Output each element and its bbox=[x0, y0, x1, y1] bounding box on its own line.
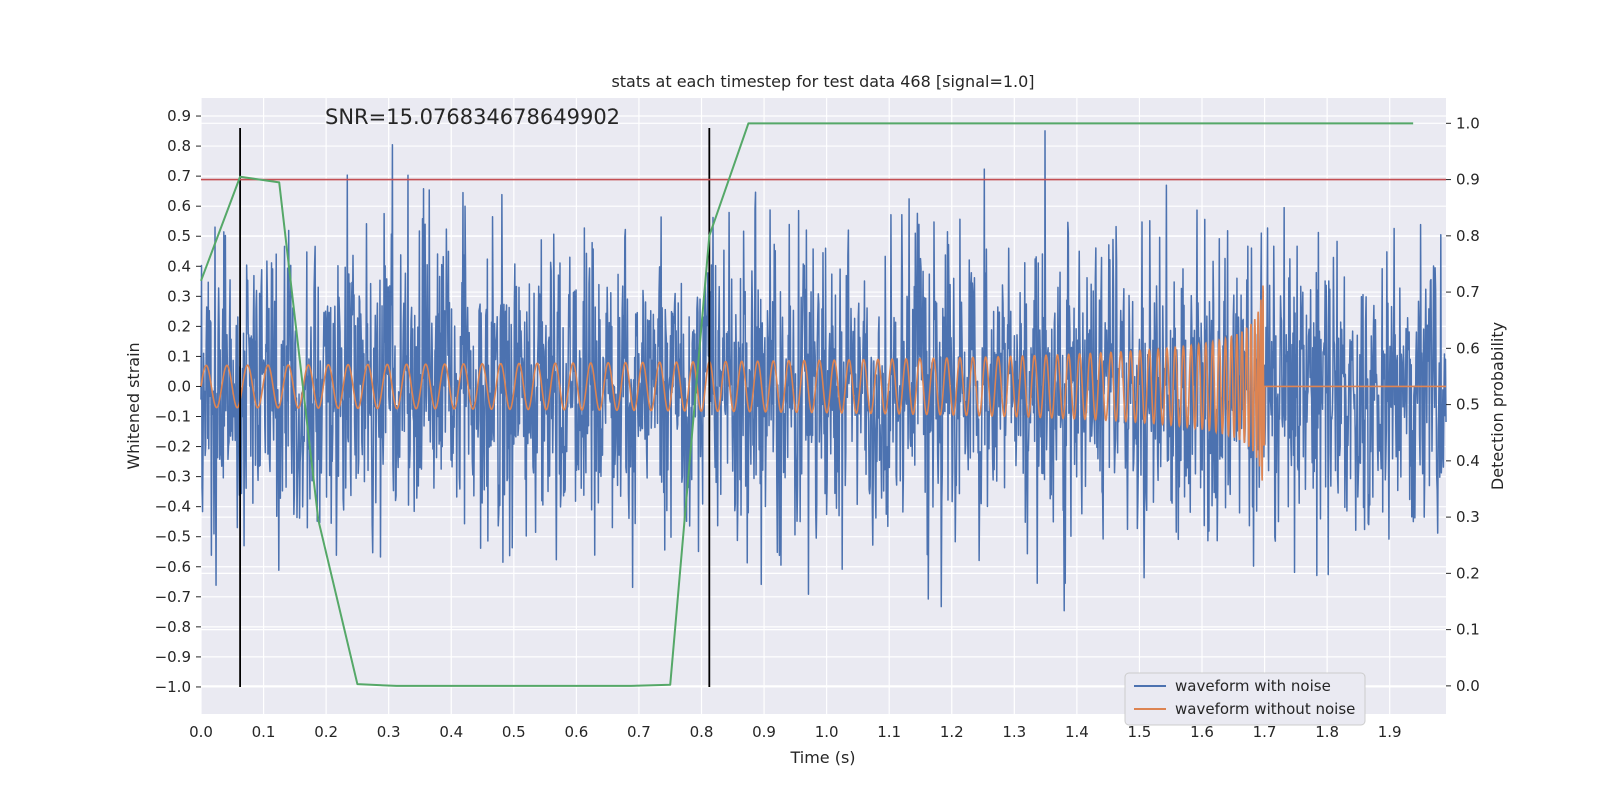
snr-annotation: SNR=15.076834678649902 bbox=[325, 105, 620, 129]
x-axis-label: Time (s) bbox=[789, 748, 855, 767]
y-right-tick-label: 0.3 bbox=[1456, 508, 1480, 526]
legend-label-noisy: waveform with noise bbox=[1175, 677, 1331, 695]
legend-label-clean: waveform without noise bbox=[1175, 700, 1355, 718]
y-left-tick-label: 0.5 bbox=[167, 227, 191, 245]
vertical-markers bbox=[239, 128, 711, 687]
y-left-tick-label: −1.0 bbox=[155, 678, 191, 696]
x-tick-label: 1.6 bbox=[1190, 723, 1214, 741]
y-left-tick-label: 0.9 bbox=[167, 107, 191, 125]
y-right-tick-label: 0.0 bbox=[1456, 677, 1480, 695]
y-left-tick-label: −0.9 bbox=[155, 648, 191, 666]
legend: waveform with noise waveform without noi… bbox=[1124, 672, 1366, 726]
x-tick-labels: 0.0 0.1 0.2 0.3 0.4 0.5 0.6 0.7 0.8 0.9 1.0 1.1 1.2 1… bbox=[189, 723, 1402, 741]
y-right-tick-label: 0.1 bbox=[1456, 621, 1480, 639]
y-right-tick-label: 0.5 bbox=[1456, 396, 1480, 414]
y-right-tick-label: 0.2 bbox=[1456, 564, 1480, 582]
x-tick-label: 1.8 bbox=[1315, 723, 1339, 741]
y-left-tick-label: −0.8 bbox=[155, 618, 191, 636]
x-tick-label: 0.8 bbox=[690, 723, 714, 741]
y-left-tick-label: −0.5 bbox=[155, 528, 191, 546]
y-right-tick-label: 0.4 bbox=[1456, 452, 1480, 470]
y-right-axis-label: Detection probability bbox=[1488, 322, 1507, 490]
y-right-tick-label: 0.7 bbox=[1456, 283, 1480, 301]
y-left-tick-labels: 0.9 0.8 0.7 0.6 0.5 0.4 0.3 0.2 0.1 0.0 −0.1 −0.2 −0… bbox=[155, 107, 201, 696]
x-tick-label: 0.2 bbox=[314, 723, 338, 741]
x-tick-label: 0.4 bbox=[439, 723, 463, 741]
x-tick-label: 1.5 bbox=[1128, 723, 1152, 741]
chart-title: stats at each timestep for test data 468… bbox=[611, 72, 1034, 91]
x-tick-label: 1.9 bbox=[1378, 723, 1402, 741]
y-left-tick-label: 0.0 bbox=[167, 377, 191, 395]
x-tick-label: 1.0 bbox=[815, 723, 839, 741]
x-tick-label: 0.3 bbox=[377, 723, 401, 741]
y-right-tick-label: 0.8 bbox=[1456, 227, 1480, 245]
y-left-tick-label: −0.3 bbox=[155, 468, 191, 486]
x-tick-label: 0.1 bbox=[252, 723, 276, 741]
y-left-tick-label: 0.2 bbox=[167, 317, 191, 335]
y-right-tick-label: 1.0 bbox=[1456, 114, 1480, 132]
y-left-tick-label: −0.6 bbox=[155, 558, 191, 576]
y-left-tick-label: 0.8 bbox=[167, 137, 191, 155]
x-tick-label: 0.7 bbox=[627, 723, 651, 741]
x-tick-label: 0.6 bbox=[564, 723, 588, 741]
y-left-tick-label: 0.1 bbox=[167, 347, 191, 365]
x-tick-label: 1.4 bbox=[1065, 723, 1089, 741]
series-waveform-without-noise bbox=[200, 285, 1446, 481]
series-detection-probability bbox=[200, 122, 1414, 687]
y-right-tick-labels: 1.0 0.9 0.8 0.7 0.6 0.5 0.4 0.3 0.2 0.1 0.0 bbox=[1446, 114, 1480, 695]
y-left-tick-label: 0.7 bbox=[167, 167, 191, 185]
x-tick-label: 0.9 bbox=[752, 723, 776, 741]
x-tick-label: 1.7 bbox=[1253, 723, 1277, 741]
x-tick-label: 1.3 bbox=[1002, 723, 1026, 741]
y-right-tick-label: 0.9 bbox=[1456, 171, 1480, 189]
x-tick-label: 1.2 bbox=[940, 723, 964, 741]
y-left-axis-label: Whitened strain bbox=[124, 342, 143, 469]
y-left-tick-label: −0.1 bbox=[155, 408, 191, 426]
x-tick-label: 0.5 bbox=[502, 723, 526, 741]
y-left-tick-label: 0.3 bbox=[167, 287, 191, 305]
y-left-tick-label: −0.2 bbox=[155, 438, 191, 456]
waveform-with-noise-line bbox=[200, 130, 1447, 612]
detection-probability-line bbox=[200, 122, 1414, 687]
y-left-tick-label: −0.4 bbox=[155, 498, 191, 516]
legend-box bbox=[1124, 672, 1366, 726]
series-waveform-with-noise bbox=[200, 130, 1447, 612]
y-left-tick-label: 0.4 bbox=[167, 257, 191, 275]
x-tick-label: 0.0 bbox=[189, 723, 213, 741]
y-left-tick-label: −0.7 bbox=[155, 588, 191, 606]
waveform-without-noise-line bbox=[200, 285, 1446, 481]
y-right-tick-label: 0.6 bbox=[1456, 339, 1480, 357]
x-tick-label: 1.1 bbox=[877, 723, 901, 741]
y-left-tick-label: 0.6 bbox=[167, 197, 191, 215]
